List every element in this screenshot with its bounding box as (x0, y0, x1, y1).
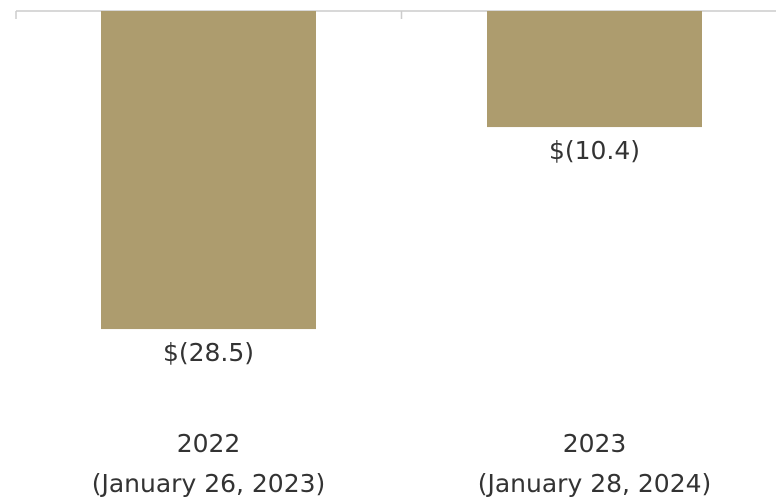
bar (487, 11, 702, 128)
x-tick-label: 2023 (563, 429, 627, 458)
x-tick-label: (January 28, 2024) (478, 469, 712, 498)
value-label: $(28.5) (163, 338, 254, 367)
x-tick-label: (January 26, 2023) (92, 469, 326, 498)
value-label: $(10.4) (549, 136, 640, 165)
bar (101, 11, 316, 330)
x-tick-label: 2022 (177, 429, 241, 458)
